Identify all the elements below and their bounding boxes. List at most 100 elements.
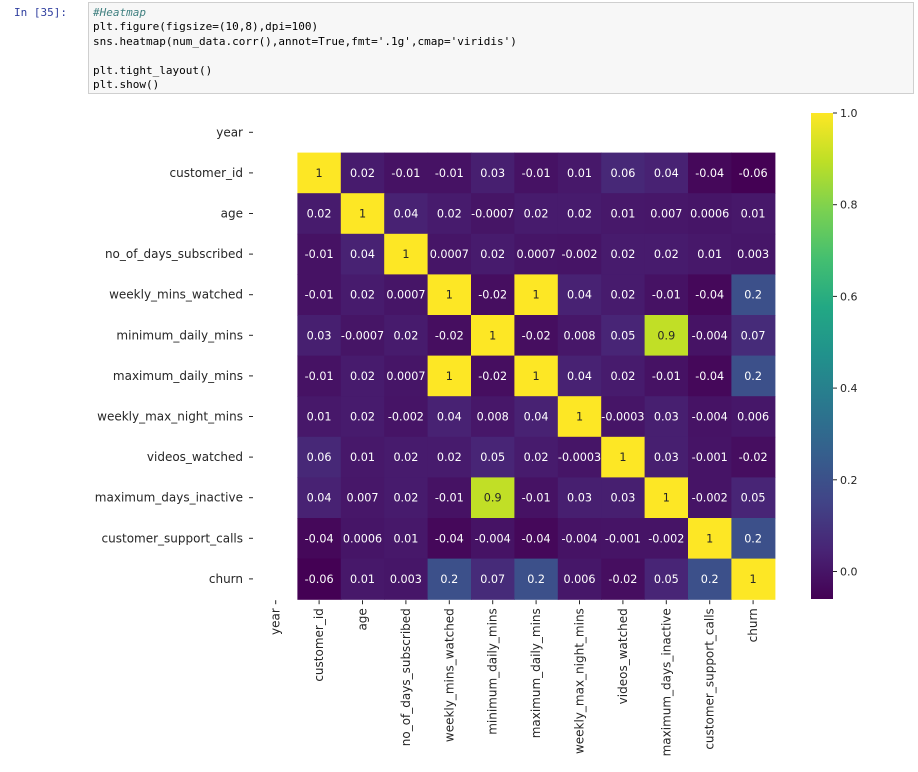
- heatmap-cell: [601, 274, 646, 316]
- heatmap-cell: [688, 233, 732, 275]
- cell-annotation: 0.02: [610, 248, 635, 261]
- cell-annotation: -0.01: [391, 167, 420, 180]
- heatmap-cell: [688, 193, 732, 235]
- y-tick-label: weekly_mins_watched: [109, 288, 243, 302]
- heatmap-cell: [731, 233, 776, 275]
- cell-annotation: 0.04: [567, 289, 592, 302]
- heatmap-cell: [557, 193, 602, 235]
- heatmap-cell: [644, 396, 689, 438]
- colorbar-tick-label: 1.0: [840, 107, 858, 120]
- heatmap-cell: [340, 152, 385, 194]
- cell-annotation: 0.02: [350, 370, 375, 383]
- cell-annotation: 0.2: [440, 573, 458, 586]
- cell-annotation: 0.04: [654, 167, 679, 180]
- cell-annotation: 0.02: [437, 451, 462, 464]
- heatmap-cell: [557, 436, 602, 478]
- heatmap-cell: [688, 558, 732, 600]
- cell-annotation: 0.02: [524, 451, 549, 464]
- cell-annotation: 0.01: [610, 208, 635, 221]
- cell-annotation: -0.0003: [601, 411, 644, 424]
- cell-annotation: -0.001: [605, 532, 641, 545]
- code-cell[interactable]: #Heatmap plt.figure(figsize=(10,8),dpi=10…: [88, 2, 914, 94]
- heatmap-cell: [297, 558, 342, 600]
- x-tick-label: maximum_days_inactive: [659, 608, 673, 756]
- heatmap-cell: [297, 436, 342, 478]
- cell-annotation: 1: [359, 208, 366, 221]
- cell-annotation: 1: [446, 289, 453, 302]
- heatmap-cell: [427, 193, 472, 235]
- heatmap-cell: [297, 355, 342, 397]
- cell-annotation: -0.01: [652, 289, 681, 302]
- heatmap-cell: [427, 518, 472, 560]
- cell-annotation: 0.2: [527, 573, 545, 586]
- cell-annotation: 0.008: [563, 329, 595, 342]
- colorbar-tick-label: 0.8: [840, 199, 858, 212]
- heatmap-cell: [688, 396, 732, 438]
- x-tick-label: no_of_days_subscribed: [399, 608, 413, 746]
- code-line: plt.figure(figsize=(10,8),dpi=100): [93, 20, 319, 34]
- heatmap-cell: [384, 315, 429, 357]
- cell-annotation: 0.01: [307, 411, 332, 424]
- heatmap-cell: [297, 193, 342, 235]
- code-line: plt.show(): [93, 77, 160, 91]
- cell-annotation: 0.007: [650, 208, 682, 221]
- cell-annotation: 0.007: [346, 492, 378, 505]
- x-tick-label: maximum_daily_mins: [529, 608, 543, 738]
- heatmap-cell: [297, 315, 342, 357]
- cell-annotation: 0.9: [484, 492, 502, 505]
- heatmap-plot: 1 0.02 -0.01 -0.01 0.03 -0.01 0.01 0.06 0.04 -0.0…: [95, 107, 858, 756]
- heatmap-cell: [384, 436, 429, 478]
- heatmap-cell: [471, 233, 515, 275]
- x-tick-label: minimum_daily_mins: [486, 608, 500, 735]
- heatmap-cell: [601, 233, 646, 275]
- x-tick-label: year: [269, 608, 283, 635]
- heatmap-cell: [427, 477, 472, 519]
- colorbar-tick-label: 0.4: [840, 382, 858, 395]
- cell-annotation: 0.04: [393, 208, 418, 221]
- cell-annotation: -0.01: [652, 370, 681, 383]
- cell-annotation: 1: [533, 370, 540, 383]
- y-tick-label: minimum_daily_mins: [116, 328, 243, 342]
- heatmap-cell: [557, 274, 602, 316]
- heatmap-cell: [514, 355, 559, 397]
- cell-annotation: -0.004: [692, 329, 728, 342]
- heatmap-cell: [557, 315, 602, 357]
- heatmap-cell: [514, 558, 559, 600]
- x-tick-label: customer_support_calls: [703, 608, 717, 749]
- cell-annotation: -0.06: [305, 573, 334, 586]
- heatmap-cell: [514, 315, 559, 357]
- heatmap-cell: [340, 396, 385, 438]
- cell-annotation: -0.02: [608, 573, 637, 586]
- cell-annotation: 0.02: [350, 411, 375, 424]
- cell-annotation: 0.003: [737, 248, 769, 261]
- heatmap-cell: [340, 315, 385, 357]
- heatmap-cell: [471, 152, 515, 194]
- cell-annotation: -0.02: [435, 329, 464, 342]
- heatmap-cell: [514, 477, 559, 519]
- heatmap-cell: [601, 193, 646, 235]
- heatmap-cell: [384, 274, 429, 316]
- cell-annotation: -0.002: [388, 411, 424, 424]
- cell-annotation: -0.01: [522, 492, 551, 505]
- heatmap-cell: [427, 436, 472, 478]
- heatmap-cell: [384, 558, 429, 600]
- colorbar-tick-label: 0.2: [840, 474, 858, 487]
- heatmap-cell: [688, 355, 732, 397]
- cell-annotation: 0.02: [524, 208, 549, 221]
- heatmap-cell: [340, 274, 385, 316]
- cell-annotation: 0.05: [654, 573, 679, 586]
- x-tick-label: weekly_mins_watched: [442, 608, 456, 742]
- heatmap-cell: [427, 558, 472, 600]
- heatmap-cell: [644, 436, 689, 478]
- cell-annotation: 0.04: [437, 411, 462, 424]
- cell-annotation: 0.2: [744, 289, 762, 302]
- cell-annotation: 0.03: [654, 411, 679, 424]
- heatmap-cell: [601, 396, 646, 438]
- cell-annotation: 0.04: [524, 411, 549, 424]
- heatmap-cell: [427, 274, 472, 316]
- heatmap-cell: [731, 274, 776, 316]
- cell-annotation: 0.2: [744, 532, 762, 545]
- heatmap-cell: [471, 355, 515, 397]
- cell-annotation: 0.0006: [690, 208, 729, 221]
- cell-annotation: -0.01: [435, 167, 464, 180]
